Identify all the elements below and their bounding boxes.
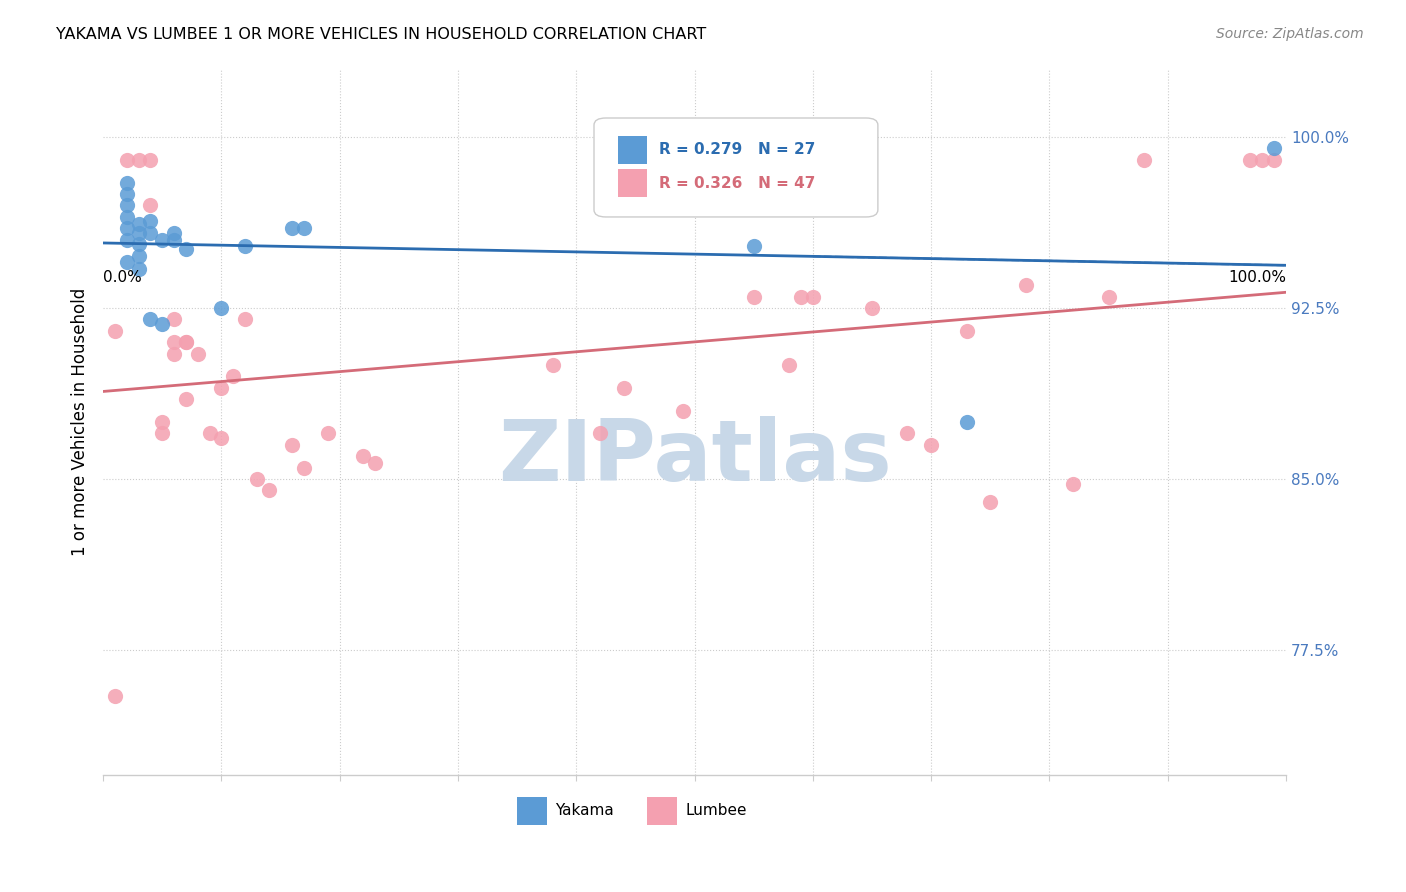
- Point: [742, 239, 765, 253]
- Point: [541, 358, 564, 372]
- Point: [1251, 153, 1274, 167]
- Point: [920, 438, 942, 452]
- Point: [1062, 476, 1084, 491]
- Point: [115, 255, 138, 269]
- Point: [292, 460, 315, 475]
- Point: [860, 301, 883, 315]
- Bar: [617, 169, 647, 197]
- FancyBboxPatch shape: [593, 118, 877, 217]
- Text: R = 0.279   N = 27: R = 0.279 N = 27: [659, 143, 815, 157]
- Point: [163, 312, 186, 326]
- Point: [150, 426, 173, 441]
- Point: [139, 214, 162, 228]
- Point: [955, 324, 977, 338]
- Point: [115, 210, 138, 224]
- Point: [222, 369, 245, 384]
- Point: [163, 335, 186, 350]
- Point: [163, 233, 186, 247]
- Point: [955, 415, 977, 429]
- Point: [801, 289, 824, 303]
- Point: [128, 262, 150, 277]
- Text: Source: ZipAtlas.com: Source: ZipAtlas.com: [1216, 27, 1364, 41]
- Point: [209, 381, 232, 395]
- Point: [209, 301, 232, 315]
- Point: [150, 233, 173, 247]
- Point: [316, 426, 339, 441]
- Point: [742, 289, 765, 303]
- Bar: [617, 136, 647, 164]
- Point: [150, 317, 173, 331]
- Point: [233, 312, 256, 326]
- Point: [979, 495, 1001, 509]
- Point: [139, 226, 162, 240]
- Text: R = 0.326   N = 47: R = 0.326 N = 47: [659, 176, 815, 191]
- Point: [115, 153, 138, 167]
- Point: [1239, 153, 1261, 167]
- Point: [115, 233, 138, 247]
- Point: [352, 449, 374, 463]
- Point: [233, 239, 256, 253]
- Point: [139, 312, 162, 326]
- Point: [1263, 141, 1285, 155]
- Point: [128, 217, 150, 231]
- Point: [174, 242, 197, 256]
- Point: [128, 226, 150, 240]
- Point: [613, 381, 636, 395]
- Point: [104, 324, 127, 338]
- Point: [128, 237, 150, 252]
- Point: [139, 153, 162, 167]
- Point: [1097, 289, 1119, 303]
- Point: [896, 426, 918, 441]
- Text: ZIPatlas: ZIPatlas: [498, 416, 891, 499]
- Bar: [647, 797, 676, 825]
- Y-axis label: 1 or more Vehicles in Household: 1 or more Vehicles in Household: [72, 288, 89, 556]
- Point: [115, 221, 138, 235]
- Point: [128, 248, 150, 262]
- Point: [115, 186, 138, 201]
- Point: [174, 335, 197, 350]
- Point: [790, 289, 813, 303]
- Point: [174, 392, 197, 406]
- Point: [104, 689, 127, 703]
- Point: [187, 346, 209, 360]
- Text: 0.0%: 0.0%: [103, 270, 142, 285]
- Text: Yakama: Yakama: [555, 803, 614, 818]
- Text: Lumbee: Lumbee: [685, 803, 747, 818]
- Point: [292, 221, 315, 235]
- Point: [1015, 278, 1038, 293]
- Point: [174, 335, 197, 350]
- Point: [589, 426, 612, 441]
- Point: [163, 346, 186, 360]
- Point: [281, 438, 304, 452]
- Point: [246, 472, 269, 486]
- Bar: [517, 797, 547, 825]
- Point: [163, 226, 186, 240]
- Point: [778, 358, 800, 372]
- Point: [209, 431, 232, 445]
- Point: [150, 415, 173, 429]
- Point: [139, 198, 162, 212]
- Point: [1263, 153, 1285, 167]
- Point: [281, 221, 304, 235]
- Point: [672, 403, 695, 417]
- Point: [198, 426, 221, 441]
- Point: [364, 456, 387, 470]
- Point: [1133, 153, 1156, 167]
- Text: YAKAMA VS LUMBEE 1 OR MORE VEHICLES IN HOUSEHOLD CORRELATION CHART: YAKAMA VS LUMBEE 1 OR MORE VEHICLES IN H…: [56, 27, 706, 42]
- Text: 100.0%: 100.0%: [1227, 270, 1286, 285]
- Point: [257, 483, 280, 498]
- Point: [115, 176, 138, 190]
- Point: [128, 153, 150, 167]
- Point: [115, 198, 138, 212]
